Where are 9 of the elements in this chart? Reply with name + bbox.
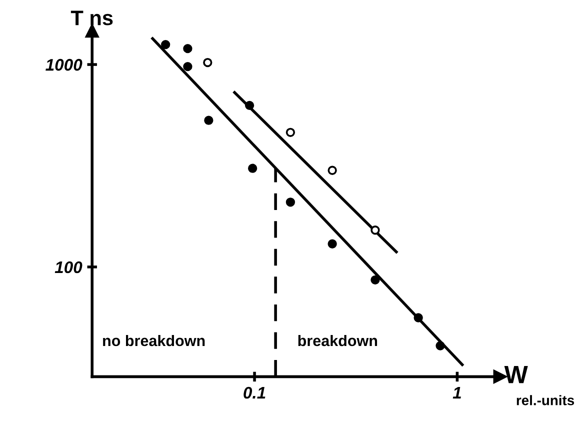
x-axis-title: W — [504, 366, 528, 384]
annotation: breakdown — [298, 334, 378, 346]
y-tick-label: 1000 — [46, 58, 82, 71]
annotation: no breakdown — [103, 334, 205, 346]
x-tick-label: 0.1 — [244, 386, 266, 399]
text: rel.-units — [516, 395, 574, 406]
y-axis-title: T ns — [70, 10, 113, 26]
x-tick-label: 1 — [452, 387, 461, 398]
y-tick-label: 100 — [54, 261, 82, 274]
